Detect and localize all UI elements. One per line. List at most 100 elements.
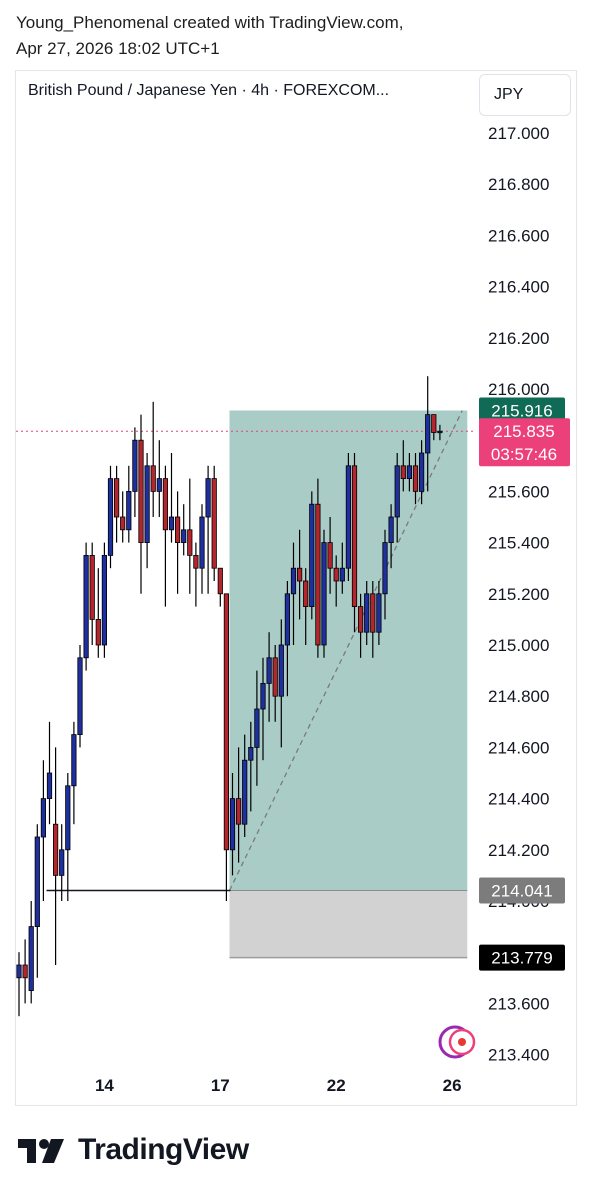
candle-series	[16, 376, 443, 1017]
candle	[217, 567, 223, 607]
y-tick-label: 215.000	[488, 636, 549, 655]
candle-body	[211, 478, 217, 569]
tradingview-logo-icon	[18, 1139, 64, 1163]
candle	[71, 721, 77, 825]
candle	[437, 424, 443, 441]
candle-body	[229, 798, 236, 851]
candle	[211, 465, 217, 581]
candle	[364, 581, 370, 645]
candle	[345, 453, 352, 581]
y-tick-label: 214.400	[488, 790, 549, 809]
y-tick-label: 215.200	[488, 585, 549, 604]
candle	[120, 491, 126, 543]
candle	[187, 478, 193, 594]
candle	[83, 542, 89, 671]
last-price-label: 215.835	[493, 422, 554, 441]
candle-body	[101, 555, 107, 646]
price-axis[interactable]: 217.000 216.800 216.600 216.400 216.200 216.0…	[488, 124, 549, 1065]
candle	[333, 555, 339, 607]
candle-body	[162, 478, 168, 531]
candle	[254, 670, 260, 786]
candle	[107, 465, 114, 569]
candle	[16, 952, 22, 1017]
stop-price-label-bg	[479, 944, 565, 971]
entry-price-label: 214.041	[491, 882, 552, 901]
candle-body	[114, 478, 120, 518]
candle-body	[370, 593, 376, 633]
candle	[101, 542, 107, 658]
candle-body	[120, 516, 126, 531]
candle-body	[357, 606, 364, 633]
candle	[418, 440, 425, 505]
candle-body	[22, 964, 28, 979]
y-tick-label: 216.200	[488, 329, 549, 348]
candle	[162, 465, 168, 607]
candle-body	[296, 567, 303, 582]
candle-body	[174, 516, 181, 544]
candle	[260, 657, 266, 761]
candle-body	[65, 785, 71, 851]
candle-body	[351, 465, 358, 607]
candle	[89, 542, 95, 645]
candle	[229, 773, 236, 876]
candle-body	[168, 516, 175, 531]
candle	[425, 376, 431, 492]
y-tick-label: 216.400	[488, 278, 549, 297]
candle	[351, 453, 358, 633]
candle	[114, 465, 120, 543]
watermark-icon	[438, 1025, 476, 1059]
candle	[205, 465, 211, 594]
candle-body	[364, 593, 370, 633]
loss-zone	[229, 890, 468, 958]
candle	[193, 542, 199, 607]
candle	[400, 440, 406, 492]
candle-body	[59, 849, 65, 876]
candle-body	[40, 798, 47, 838]
candle-body	[394, 465, 400, 518]
y-tick-label: 213.400	[488, 1046, 549, 1065]
currency-selector[interactable]: JPY	[479, 74, 571, 116]
chart-caption: Young_Phenomenal created with TradingVie…	[16, 10, 403, 62]
candle-body	[193, 555, 199, 569]
time-axis[interactable]: 14 17 22 26	[95, 1076, 462, 1095]
candle	[40, 760, 47, 901]
candle-body	[425, 414, 431, 454]
candle	[65, 773, 71, 901]
candle	[22, 939, 28, 1004]
candle	[223, 593, 229, 901]
entry-price-label-bg	[479, 877, 565, 904]
candle-body	[34, 836, 40, 927]
candle-body	[266, 657, 272, 684]
candle-body	[181, 529, 187, 543]
candle	[95, 568, 101, 658]
candle	[156, 440, 162, 517]
candle-body	[321, 542, 327, 646]
candle-body	[303, 580, 309, 608]
candle	[28, 901, 34, 1004]
candle	[315, 478, 321, 658]
candle-body	[418, 452, 425, 492]
candle	[138, 414, 144, 594]
candle	[382, 529, 388, 620]
candle-body	[431, 414, 437, 433]
candle	[46, 721, 53, 825]
candle	[272, 645, 278, 722]
y-tick-label: 214.200	[488, 841, 549, 860]
candle	[394, 453, 400, 543]
candle	[303, 568, 309, 645]
brand-name: TradingView	[78, 1133, 249, 1166]
candle-body	[156, 478, 162, 492]
candle-body	[260, 683, 266, 710]
candle-body	[205, 478, 211, 518]
x-tick-label: 22	[327, 1076, 346, 1095]
candle	[309, 491, 315, 620]
candle-body	[107, 478, 114, 556]
candle-body	[217, 567, 223, 595]
candle-body	[315, 503, 321, 646]
candle-body	[199, 516, 205, 569]
candle-body	[132, 439, 138, 492]
candle	[290, 542, 297, 645]
candle-body	[290, 567, 297, 595]
y-tick-label: 215.400	[488, 534, 549, 553]
